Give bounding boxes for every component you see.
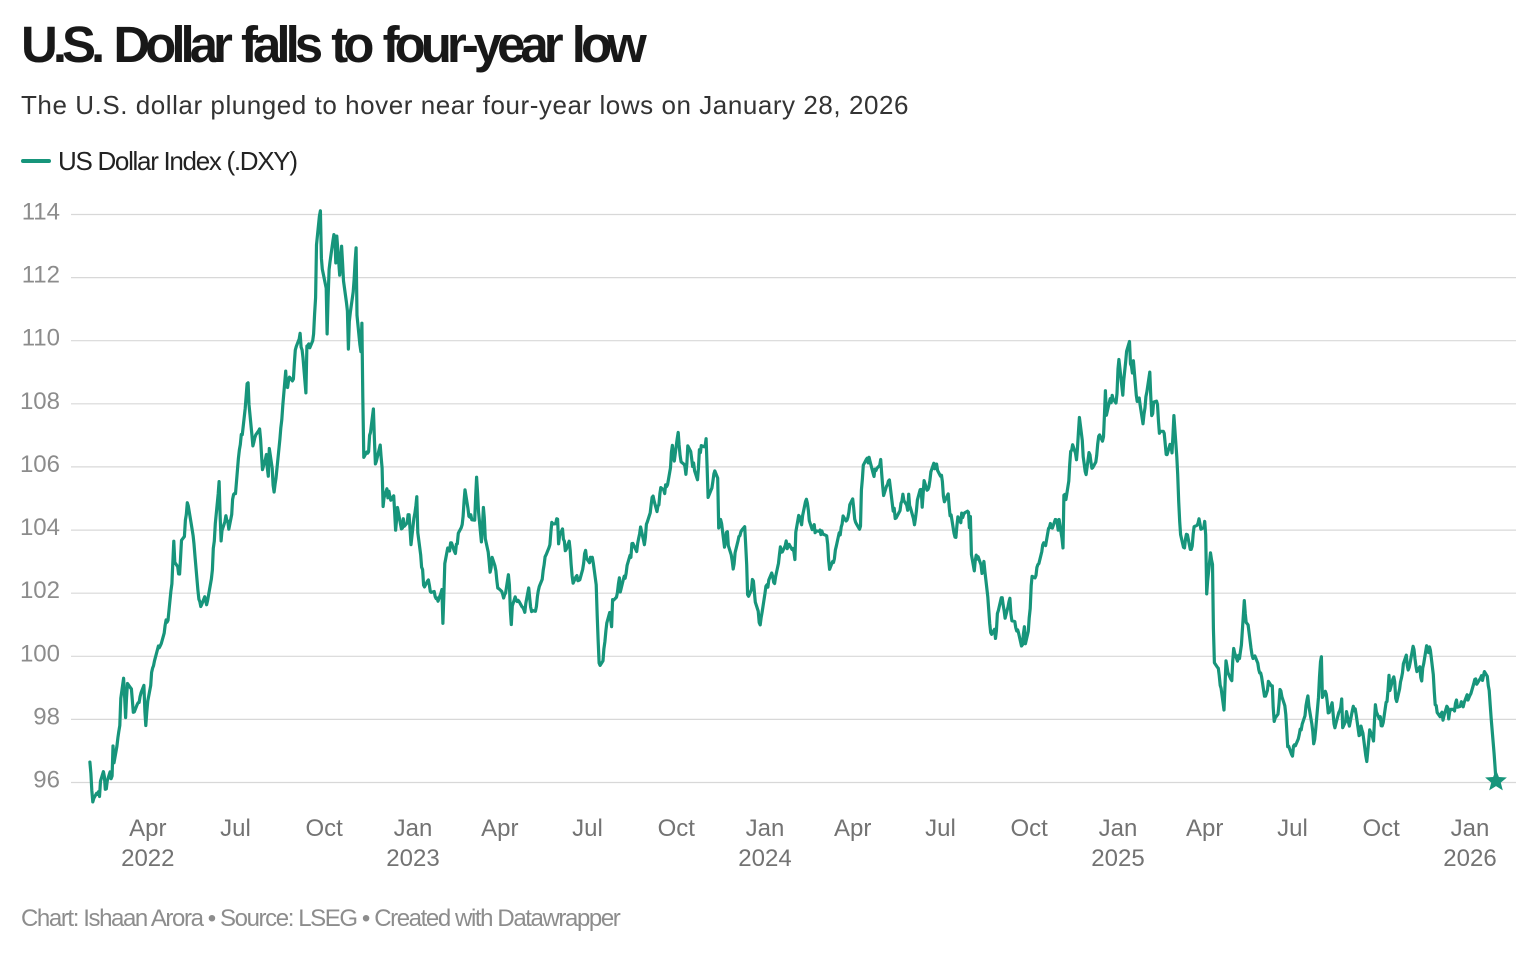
svg-text:106: 106 bbox=[20, 451, 60, 478]
svg-text:Jul: Jul bbox=[1277, 815, 1308, 842]
svg-text:114: 114 bbox=[22, 199, 60, 226]
svg-text:Jan: Jan bbox=[1099, 815, 1138, 842]
svg-text:2026: 2026 bbox=[1443, 845, 1496, 872]
svg-text:Jul: Jul bbox=[572, 815, 603, 842]
svg-text:96: 96 bbox=[33, 767, 60, 794]
svg-text:Apr: Apr bbox=[481, 815, 518, 842]
svg-text:Oct: Oct bbox=[306, 815, 344, 842]
svg-text:108: 108 bbox=[20, 388, 60, 415]
svg-text:2023: 2023 bbox=[386, 845, 439, 872]
svg-text:Apr: Apr bbox=[1186, 815, 1223, 842]
svg-text:Jul: Jul bbox=[925, 815, 956, 842]
svg-text:Apr: Apr bbox=[834, 815, 871, 842]
svg-text:Jan: Jan bbox=[746, 815, 785, 842]
svg-text:Jan: Jan bbox=[394, 815, 433, 842]
svg-text:Jan: Jan bbox=[1451, 815, 1490, 842]
svg-text:Oct: Oct bbox=[658, 815, 696, 842]
svg-text:2024: 2024 bbox=[738, 845, 791, 872]
svg-text:102: 102 bbox=[20, 577, 60, 604]
svg-text:100: 100 bbox=[20, 640, 60, 667]
svg-text:Apr: Apr bbox=[129, 815, 166, 842]
svg-text:Jul: Jul bbox=[220, 815, 251, 842]
svg-text:104: 104 bbox=[20, 514, 60, 541]
svg-text:110: 110 bbox=[22, 325, 60, 352]
svg-text:98: 98 bbox=[33, 703, 60, 730]
svg-text:112: 112 bbox=[22, 262, 60, 289]
svg-text:2022: 2022 bbox=[121, 845, 174, 872]
svg-text:Oct: Oct bbox=[1011, 815, 1049, 842]
svg-text:2025: 2025 bbox=[1091, 845, 1144, 872]
svg-text:Oct: Oct bbox=[1363, 815, 1401, 842]
